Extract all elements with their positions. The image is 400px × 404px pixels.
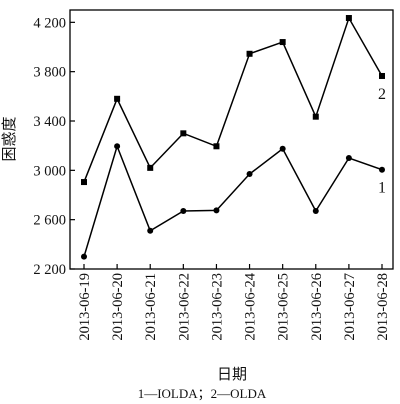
x-tick-label: 2013-06-28 (375, 273, 391, 341)
x-tick-label: 2013-06-20 (110, 273, 126, 341)
series-2-point (312, 113, 319, 120)
y-tick-label: 2 200 (33, 262, 66, 278)
series-1-point (213, 207, 220, 214)
y-tick-label: 3 800 (33, 65, 66, 81)
series-2-point (147, 164, 154, 171)
x-axis: 2013-06-19 2013-06-20 2013-06-21 2013-06-22… (77, 264, 391, 341)
series-markers (81, 15, 385, 260)
series-2-point (379, 72, 385, 79)
series-2-point (213, 143, 220, 150)
series-1-tag: 1 (378, 180, 386, 197)
series-2-line (83, 16, 383, 183)
series-lines (83, 16, 383, 257)
series-1-point (81, 253, 87, 260)
y-tick-label: 2 600 (33, 213, 66, 229)
x-tick-label: 2013-06-23 (209, 273, 225, 341)
series-2-point (114, 95, 121, 102)
y-tick-label: 3 400 (33, 114, 66, 130)
x-tick-label: 2013-06-25 (276, 273, 292, 341)
series-1-line (83, 143, 383, 257)
series-2-point (345, 15, 352, 22)
series-2-point (246, 50, 253, 57)
series-2-point (279, 39, 286, 46)
series-1-point (345, 155, 352, 161)
x-tick-label: 2013-06-26 (309, 273, 325, 341)
series-1-point (147, 227, 154, 234)
series-1-point (114, 143, 121, 150)
y-axis: 2 200 2 600 3 000 3 400 3 800 4 200 (33, 15, 75, 278)
y-axis-label: 困惑度 (1, 116, 18, 161)
legend-caption: 1—IOLDA；2—OLDA (138, 386, 267, 402)
y-tick-label: 3 000 (33, 163, 66, 179)
plot-frame (69, 9, 394, 270)
series-1-point (312, 208, 319, 215)
series-tags: 12 (378, 86, 386, 197)
series-2-point (180, 130, 187, 137)
series-1-point (246, 171, 253, 178)
series-1-point (180, 208, 187, 215)
series-1-point (379, 166, 385, 173)
x-tick-label: 2013-06-24 (243, 272, 259, 340)
x-tick-label: 2013-06-22 (176, 273, 192, 341)
series-2-point (81, 179, 87, 186)
series-1-point (279, 145, 286, 152)
x-tick-label: 2013-06-19 (77, 273, 93, 341)
x-tick-label: 2013-06-21 (143, 273, 159, 341)
y-tick-label: 4 200 (33, 15, 66, 31)
x-axis-label: 日期 (217, 366, 247, 383)
x-tick-label: 2013-06-27 (342, 273, 358, 341)
series-2-tag: 2 (378, 86, 386, 103)
